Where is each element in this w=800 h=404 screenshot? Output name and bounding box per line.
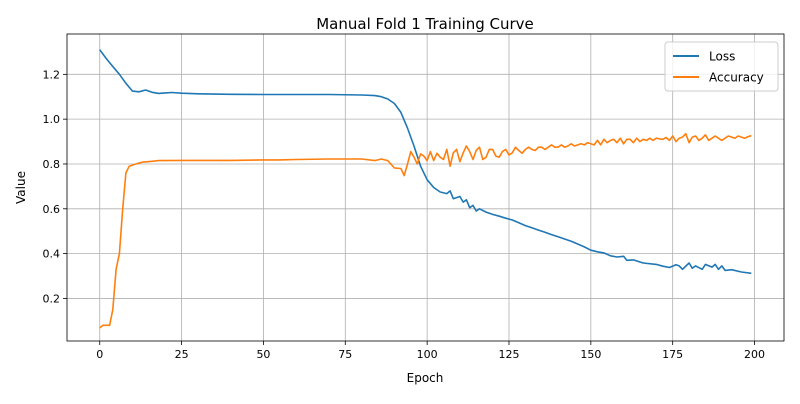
y-axis-label: Value bbox=[14, 171, 28, 204]
x-tick-label: 25 bbox=[175, 348, 189, 361]
y-tick-label: 0.2 bbox=[43, 292, 61, 305]
x-tick-label: 75 bbox=[338, 348, 352, 361]
x-tick-label: 175 bbox=[662, 348, 683, 361]
x-tick-label: 125 bbox=[498, 348, 519, 361]
x-tick-label: 200 bbox=[744, 348, 765, 361]
grid-lines bbox=[67, 34, 784, 341]
plot-series bbox=[99, 49, 752, 329]
y-tick-label: 0.4 bbox=[43, 248, 61, 261]
y-tick-label: 1.2 bbox=[43, 68, 61, 81]
plot-frame bbox=[66, 33, 785, 342]
y-tick-label: 0.6 bbox=[43, 203, 61, 216]
y-axis-ticks: 0.2 0.4 0.6 0.8 1.0 1.2 bbox=[43, 68, 67, 305]
series-line-accuracy bbox=[99, 132, 752, 329]
legend-label-loss: Loss bbox=[709, 50, 735, 64]
legend-label-accuracy: Accuracy bbox=[709, 71, 764, 85]
x-tick-label: 100 bbox=[417, 348, 438, 361]
legend-box bbox=[664, 41, 779, 92]
y-tick-label: 0.8 bbox=[43, 158, 61, 171]
x-tick-label: 150 bbox=[580, 348, 601, 361]
x-tick-label: 0 bbox=[96, 348, 103, 361]
y-tick-label: 1.0 bbox=[43, 113, 61, 126]
x-axis-label: Epoch bbox=[407, 371, 444, 385]
x-axis-ticks: 0 25 50 75 100 125 150 175 200 bbox=[96, 341, 765, 361]
series-line-loss bbox=[99, 49, 752, 275]
x-tick-label: 50 bbox=[256, 348, 270, 361]
chart-title: Manual Fold 1 Training Curve bbox=[316, 15, 534, 33]
legend: Loss Accuracy bbox=[664, 41, 779, 92]
